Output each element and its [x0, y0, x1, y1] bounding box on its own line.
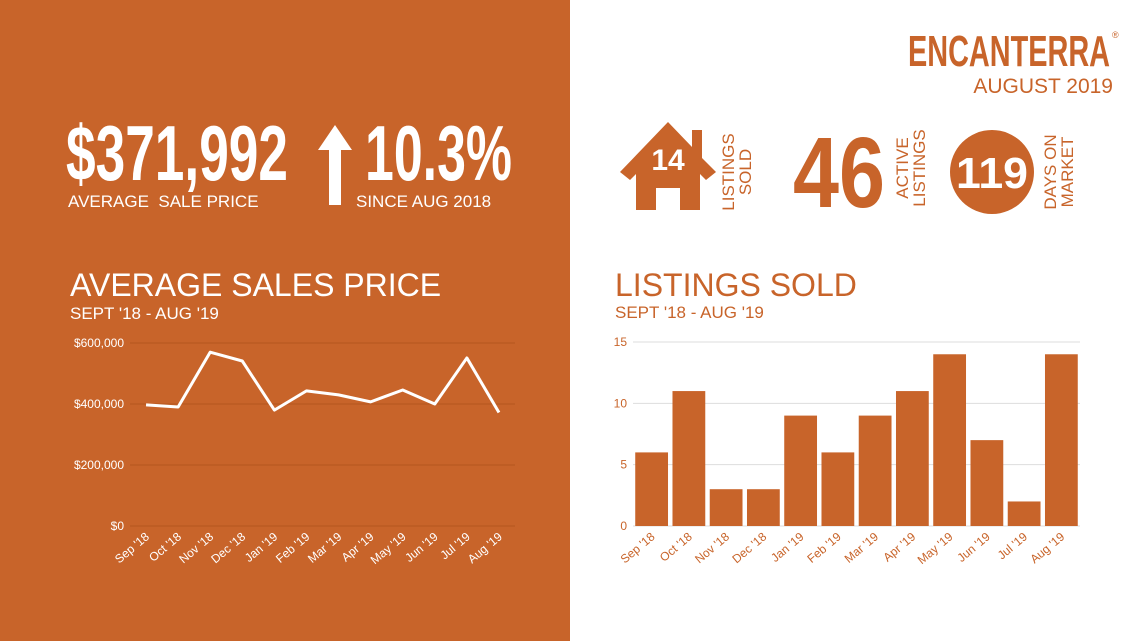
bar [672, 391, 706, 526]
sold-label: LISTINGS [719, 133, 738, 210]
y-tick-label: 5 [620, 458, 627, 472]
y-tick-label: $400,000 [74, 397, 124, 411]
up-arrow [318, 125, 352, 205]
bar [933, 354, 967, 526]
change-value: 10.3% [365, 109, 512, 197]
y-tick-label: $0 [111, 519, 125, 533]
days-label: DAYS ON [1041, 134, 1060, 209]
active-label: ACTIVE [893, 137, 912, 198]
days-label: MARKET [1058, 137, 1077, 208]
bar [709, 489, 743, 526]
active-label: LISTINGS [910, 129, 929, 206]
bar [1044, 354, 1078, 526]
brand: ENCANTERRA [908, 27, 1110, 76]
chart-title: LISTINGS SOLD [615, 267, 857, 303]
active-value: 46 [793, 117, 885, 229]
bar [821, 452, 855, 526]
sold-value: 14 [651, 144, 685, 177]
bar [858, 415, 892, 526]
days-value: 119 [956, 149, 1028, 198]
change-label: SINCE AUG 2018 [356, 192, 491, 211]
y-tick-label: $200,000 [74, 458, 124, 472]
right-panel [570, 0, 1140, 641]
y-tick-label: 10 [614, 396, 628, 410]
price-label: AVERAGE SALE PRICE [68, 192, 259, 211]
registered-mark: ® [1112, 30, 1119, 40]
bar [895, 391, 929, 526]
bar [970, 440, 1004, 526]
chart-subtitle: SEPT '18 - AUG '19 [615, 303, 764, 322]
price-value: $371,992 [66, 109, 288, 197]
chart-subtitle: SEPT '18 - AUG '19 [70, 304, 219, 323]
report-date: AUGUST 2019 [973, 75, 1113, 98]
bar [635, 452, 669, 526]
bar [746, 489, 780, 526]
sold-label: SOLD [736, 149, 755, 195]
days-circle [950, 130, 1034, 214]
y-tick-label: 15 [614, 335, 628, 349]
bar [1007, 501, 1041, 526]
bar [784, 415, 818, 526]
y-tick-label: $600,000 [74, 336, 124, 350]
y-tick-label: 0 [620, 519, 627, 533]
chart-title: AVERAGE SALES PRICE [70, 267, 441, 303]
left-panel [0, 0, 570, 641]
price-line [145, 350, 501, 414]
house-icon [620, 122, 716, 210]
